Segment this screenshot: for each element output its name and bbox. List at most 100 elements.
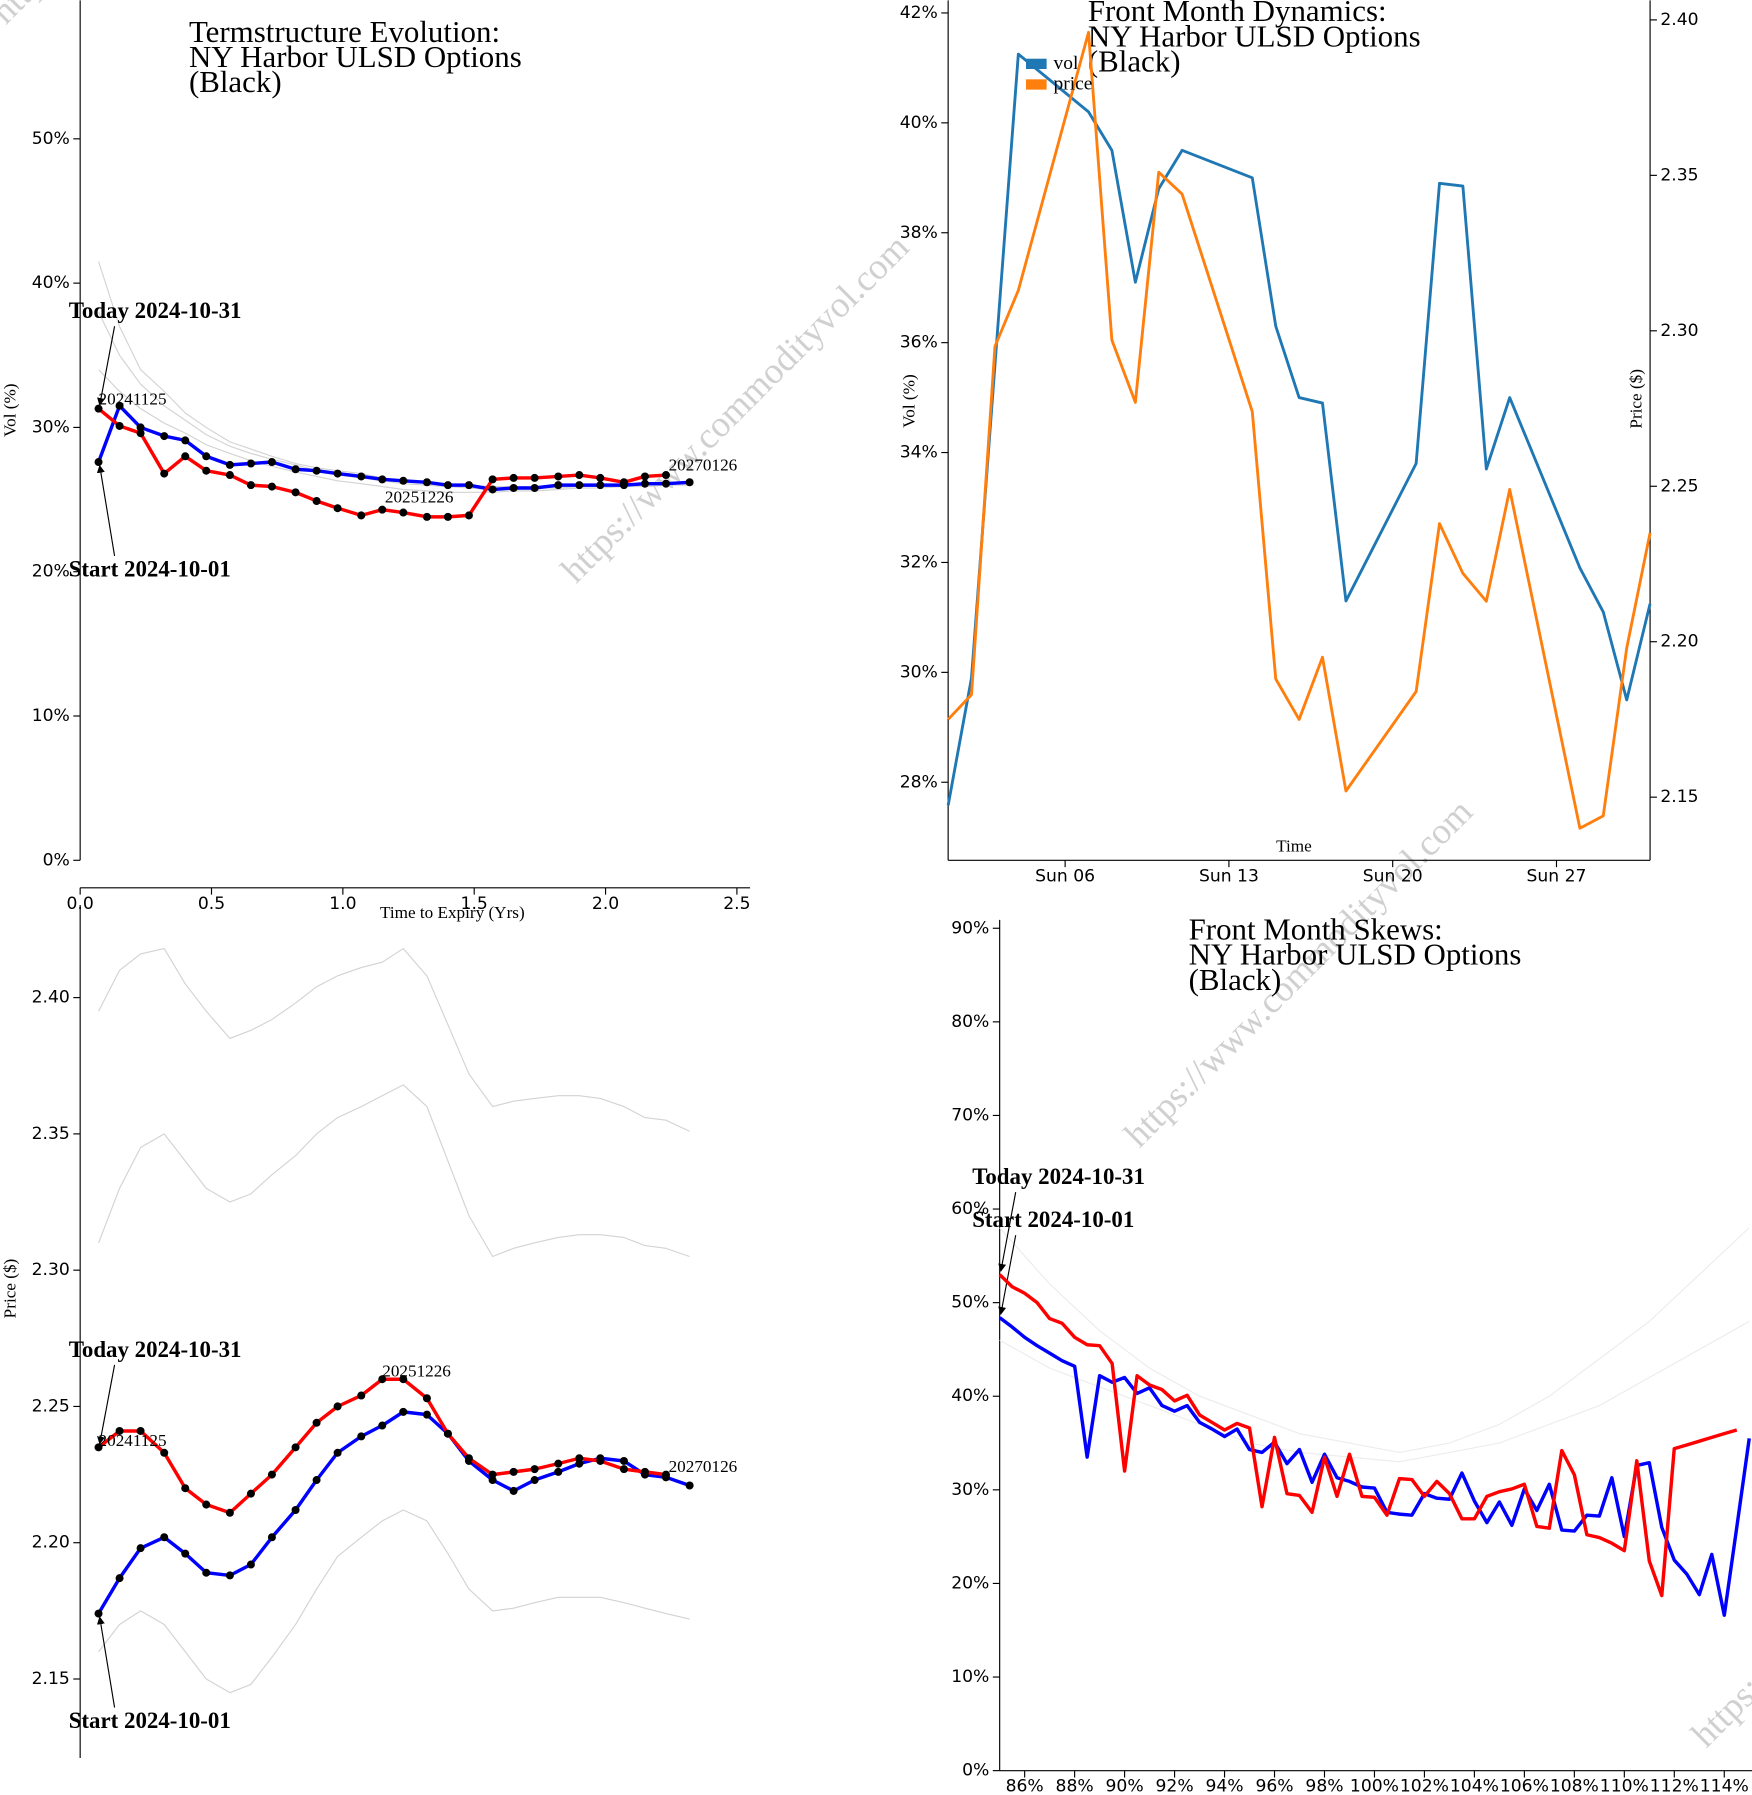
y-tick-label: 50%: [32, 129, 70, 149]
point: [115, 1426, 124, 1435]
contract-label: 20241125: [99, 1431, 167, 1450]
y-tick-label: 40%: [900, 113, 938, 133]
point: [661, 471, 670, 480]
point: [422, 512, 431, 521]
y-tick-label: 10%: [32, 706, 70, 726]
chart-title: NY Harbor ULSD Options: [1088, 18, 1421, 53]
history-line: [98, 369, 690, 493]
series-annotation: Start 2024-10-01: [69, 557, 231, 582]
point: [554, 1467, 563, 1476]
point: [312, 1418, 321, 1427]
x-tick-label: 90%: [1106, 1777, 1144, 1795]
y-tick-label: 34%: [900, 443, 938, 463]
chart-title: NY Harbor ULSD Options: [189, 39, 522, 74]
x-tick-label: 2.5: [723, 894, 750, 914]
x-tick-label: 0.0: [67, 894, 94, 914]
chart-title: (Black): [1189, 962, 1282, 997]
watermarks: https://www.commodityvol.com https://www…: [0, 0, 1752, 1755]
point: [181, 436, 190, 445]
point: [115, 1574, 124, 1583]
point: [422, 1410, 431, 1419]
legend-swatch: [1026, 79, 1047, 90]
point: [378, 505, 387, 514]
point: [399, 476, 408, 485]
point: [443, 1429, 452, 1438]
point: [333, 504, 342, 513]
point: [530, 1465, 539, 1474]
y-tick-label: 38%: [900, 223, 938, 243]
point: [464, 1454, 473, 1463]
point: [488, 1470, 497, 1479]
x-tick-label: Sun 20: [1363, 866, 1423, 886]
legend-swatch: [1026, 58, 1047, 70]
point: [443, 512, 452, 521]
annotation-arrow: [998, 1235, 1017, 1315]
y-tick-label: 10%: [951, 1667, 989, 1687]
point: [160, 469, 169, 478]
point: [619, 478, 628, 487]
x-tick-label: 100%: [1350, 1777, 1399, 1795]
y-tick-label: 32%: [900, 552, 938, 572]
point: [94, 1609, 103, 1618]
chart-title: Termstructure Evolution:: [189, 14, 500, 49]
point: [378, 475, 387, 484]
point: [312, 1476, 321, 1485]
x-tick-label: Sun 06: [1035, 866, 1095, 886]
y-axis-label: Price ($): [0, 1259, 19, 1319]
point: [596, 473, 605, 482]
point: [136, 1426, 145, 1435]
point: [554, 1459, 563, 1468]
y2-tick-label: 2.20: [1660, 632, 1698, 652]
point: [246, 1560, 255, 1569]
series-line: [97, 1377, 667, 1515]
y-tick-label: 28%: [900, 772, 938, 792]
point: [246, 481, 255, 490]
watermark: https://www.commodityvol.com: [1683, 1391, 1752, 1755]
point: [357, 472, 366, 481]
y-tick-label: 2.40: [32, 988, 70, 1008]
point: [443, 481, 452, 490]
y-tick-label: 70%: [951, 1105, 989, 1125]
point: [661, 479, 670, 488]
x-tick-label: 0.5: [198, 894, 225, 914]
x-tick-label: 104%: [1450, 1777, 1499, 1795]
point: [509, 473, 518, 482]
y-tick-label: 2.15: [32, 1669, 70, 1689]
point: [530, 1476, 539, 1485]
point: [160, 1448, 169, 1457]
point: [509, 1467, 518, 1476]
point: [267, 1533, 276, 1542]
point: [619, 1465, 628, 1474]
series-annotation: Start 2024-10-01: [69, 1708, 231, 1733]
point: [333, 1448, 342, 1457]
contract-label: 20251226: [382, 1361, 451, 1380]
x-tick-label: 96%: [1255, 1777, 1293, 1795]
point: [357, 1391, 366, 1400]
x-tick-label: 98%: [1305, 1777, 1343, 1795]
x-tick-label: 110%: [1600, 1777, 1649, 1795]
x-tick-label: 114%: [1700, 1777, 1749, 1795]
x-tick-label: Sun 13: [1199, 866, 1259, 886]
point: [225, 1571, 234, 1580]
point: [596, 1456, 605, 1465]
series-line: [97, 407, 667, 519]
y-axis-label: Vol (%): [0, 383, 19, 437]
y2-tick-label: 2.40: [1660, 10, 1698, 30]
y2-tick-label: 2.25: [1660, 476, 1698, 496]
point: [225, 460, 234, 469]
annotation-arrow: [96, 464, 116, 557]
y-tick-label: 2.35: [32, 1124, 70, 1144]
x-tick-label: 88%: [1056, 1777, 1094, 1795]
chart-title: (Black): [189, 64, 282, 99]
x-tick-label: 94%: [1205, 1777, 1243, 1795]
point: [291, 465, 300, 474]
y-tick-label: 40%: [32, 273, 70, 293]
point: [202, 466, 211, 475]
point: [530, 484, 539, 493]
x-tick-label: 86%: [1006, 1777, 1044, 1795]
point: [136, 429, 145, 438]
chart-title: Front Month Dynamics:: [1088, 0, 1387, 28]
series-line: [998, 1316, 1751, 1617]
point: [640, 479, 649, 488]
